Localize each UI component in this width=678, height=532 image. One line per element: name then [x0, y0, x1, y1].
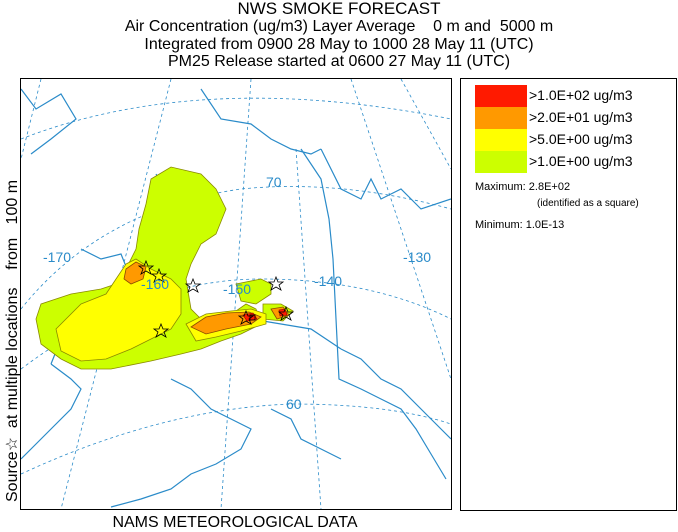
legend-swatch	[475, 151, 527, 173]
longitude-line	[350, 79, 451, 380]
smoke-contour-100	[278, 308, 288, 317]
source-markers	[137, 259, 295, 338]
legend-label: >1.0E+00 ug/m3	[529, 153, 633, 169]
concentration-subtitle: Air Concentration (ug/m3) Layer Average …	[124, 18, 554, 35]
legend-label: >2.0E+01 ug/m3	[529, 109, 633, 125]
smoke-contour-5	[55, 258, 182, 362]
source-star	[137, 259, 155, 275]
coastline-path	[21, 88, 77, 155]
source-star	[267, 275, 285, 291]
source-star	[150, 267, 168, 283]
smoke-contour-20	[190, 311, 262, 335]
minimum-value: Minimum: 1.0E-13	[475, 219, 565, 231]
maximum-square	[249, 314, 256, 321]
release-info: PM25 Release started at 0600 27 May 11 (…	[167, 53, 511, 70]
legend-label: >1.0E+02 ug/m3	[529, 87, 633, 103]
source-star	[184, 277, 202, 293]
coastline-path	[320, 148, 451, 210]
longitude-line	[21, 79, 42, 160]
longitude-line	[400, 79, 451, 170]
international-border	[300, 148, 447, 480]
latitude-label: 70	[266, 174, 282, 190]
integration-period: Integrated from 0900 28 May to 1000 28 M…	[144, 36, 534, 53]
latitude-line	[21, 403, 451, 475]
longitude-label: -160	[141, 276, 169, 292]
legend-swatch	[475, 129, 527, 151]
longitude-label: -170	[43, 249, 71, 265]
smoke-map: -170 -160 -150 -140 -130 70 60	[21, 79, 451, 509]
map-panel: -170 -160 -150 -140 -130 70 60	[20, 78, 452, 510]
coastline-path	[110, 378, 252, 508]
data-source-footer: NAMS METEOROLOGICAL DATA	[112, 514, 358, 531]
source-star	[237, 309, 255, 325]
coastline-path	[21, 363, 82, 460]
coastline	[21, 88, 451, 508]
legend-swatch	[475, 107, 527, 129]
longitude-label: -150	[223, 281, 251, 297]
smoke-contour-1	[235, 278, 272, 305]
legend-label: >5.0E+00 ug/m3	[529, 131, 633, 147]
coastline-path	[270, 408, 342, 460]
latitude-line	[21, 97, 451, 140]
source-star	[277, 305, 295, 321]
coastline-path	[200, 88, 322, 155]
source-star	[152, 322, 170, 338]
latitude-label: 60	[286, 396, 302, 412]
latitude-line	[21, 186, 451, 310]
longitude-label: -130	[403, 249, 431, 265]
longitude-line	[60, 79, 172, 509]
legend-swatch	[475, 85, 527, 107]
maximum-note: (identified as a square)	[537, 198, 639, 209]
maximum-value: Maximum: 2.8E+02	[475, 181, 571, 193]
map-title: NWS SMOKE FORECAST	[237, 0, 441, 18]
coastline-path	[340, 348, 451, 440]
source-label: Source☆ at multiple locations from 100 m	[4, 179, 21, 502]
longitude-label: -140	[314, 273, 342, 289]
legend-panel: >1.0E+02 ug/m3 >2.0E+01 ug/m3 >5.0E+00 u…	[460, 78, 677, 511]
